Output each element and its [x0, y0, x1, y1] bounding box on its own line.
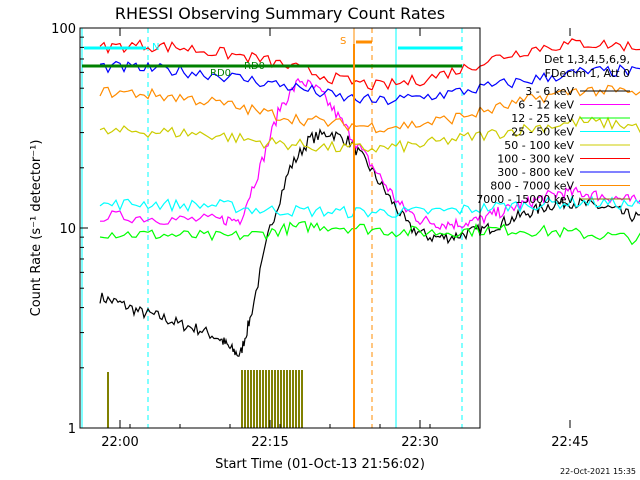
y-tick-label-1: 10 [59, 222, 76, 237]
legend-label-5: 100 - 300 keV [497, 153, 574, 166]
x-axis-label: Start Time (01-Oct-13 21:56:02) [215, 457, 425, 472]
annotation-0: N [152, 42, 159, 53]
x-tick-label-3: 22:45 [551, 435, 588, 450]
series-line-5 [99, 38, 640, 91]
x-tick-label-2: 22:30 [401, 435, 438, 450]
series-line-4 [99, 115, 640, 154]
y-tick-label-0: 1 [68, 422, 76, 437]
y-axis-label: Count Rate (s⁻¹ detector⁻¹) [29, 140, 44, 317]
annotation-1: RD0 [244, 61, 265, 72]
axis-ticks: 22:0022:1522:3022:4523:0023:1523:3011010… [51, 22, 589, 450]
series-line-6 [99, 60, 640, 106]
legend-label-6: 300 - 800 keV [497, 166, 574, 179]
annotation-3: S [340, 36, 346, 47]
x-tick-label-1: 22:15 [251, 435, 288, 450]
shaded-intervals [81, 28, 463, 428]
legend-label-2: 12 - 25 keV [511, 112, 574, 125]
series-lines [99, 38, 640, 357]
s-interval-line [353, 44, 355, 428]
legend-label-1: 6 - 12 keV [518, 99, 574, 112]
series-line-1 [99, 77, 640, 231]
legend-label-4: 50 - 100 keV [504, 139, 574, 152]
x-tick-label-0: 22:00 [101, 435, 138, 450]
plot-markers: N RD0 RD0 S [82, 36, 462, 428]
legend-header-line-2: FDecim 1, Att 0 [545, 67, 630, 80]
legend-label-7: 800 - 7000 keV [490, 180, 574, 193]
generated-timestamp: 22-Oct-2021 15:35 [560, 467, 636, 476]
legend-header-line-1: Det 1,3,4,5,6,9, [544, 53, 630, 66]
series-line-3 [99, 195, 640, 219]
series-line-2 [99, 221, 640, 246]
series-line-0 [99, 127, 640, 357]
plot-frame [79, 27, 481, 429]
legend-label-0: 3 - 6 keV [525, 85, 574, 98]
series-line-7 [99, 84, 640, 134]
legend-label-3: 25 - 50 keV [511, 126, 574, 139]
legend: Det 1,3,4,5,6,9, FDecim 1, Att 0 3 - 6 k… [476, 53, 630, 206]
chart-title: RHESSI Observing Summary Count Rates [115, 4, 445, 23]
legend-label-8: 7000 - 15000 keV [476, 193, 574, 206]
y-tick-label-2: 100 [51, 22, 76, 37]
annotation-2: RD0 [210, 68, 231, 79]
